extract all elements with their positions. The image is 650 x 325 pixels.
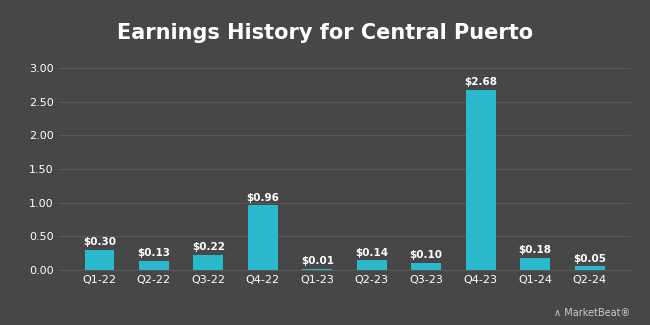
Text: $2.68: $2.68 xyxy=(464,77,497,87)
Text: $0.05: $0.05 xyxy=(573,254,606,264)
Bar xyxy=(302,269,332,270)
Text: $0.96: $0.96 xyxy=(246,193,280,202)
Bar xyxy=(520,258,550,270)
Bar xyxy=(194,255,224,270)
Bar xyxy=(139,261,169,270)
Bar xyxy=(248,205,278,270)
Bar xyxy=(411,263,441,270)
Text: $0.22: $0.22 xyxy=(192,242,225,252)
Text: $0.14: $0.14 xyxy=(355,248,388,258)
Bar xyxy=(465,90,495,270)
Bar xyxy=(575,266,604,270)
Text: $0.18: $0.18 xyxy=(519,245,552,255)
Text: $0.30: $0.30 xyxy=(83,237,116,247)
Bar xyxy=(84,250,114,270)
Text: $0.13: $0.13 xyxy=(137,248,170,258)
Text: ∧ MarketBeat®: ∧ MarketBeat® xyxy=(554,308,630,318)
Bar xyxy=(357,260,387,270)
Text: $0.10: $0.10 xyxy=(410,250,443,260)
Text: $0.01: $0.01 xyxy=(301,256,333,266)
Text: Earnings History for Central Puerto: Earnings History for Central Puerto xyxy=(117,23,533,43)
